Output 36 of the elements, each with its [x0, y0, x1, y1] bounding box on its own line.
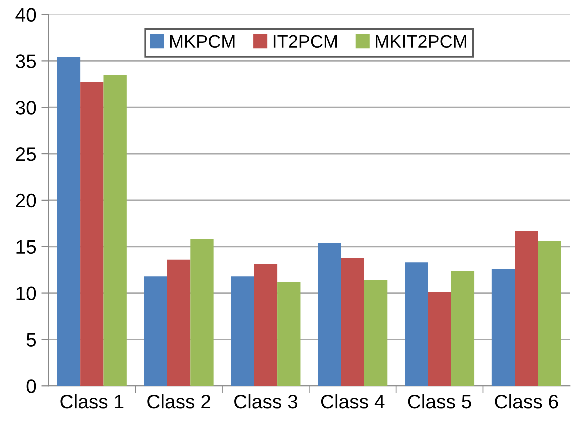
x-tick-label: Class 4	[321, 394, 385, 409]
bar	[428, 292, 452, 386]
legend-label: MKIT2PCM	[376, 35, 466, 48]
y-tick-label: 10	[16, 286, 36, 301]
x-tick-label: Class 6	[495, 394, 558, 409]
bar	[451, 271, 475, 386]
y-tick-label: 40	[16, 8, 36, 22]
bar	[492, 269, 516, 386]
bar	[405, 262, 428, 386]
legend-label: IT2PCM	[274, 35, 338, 48]
x-tick-label: Class 5	[408, 394, 472, 409]
y-tick-label: 20	[16, 194, 36, 208]
bar	[190, 239, 214, 386]
bar	[57, 57, 81, 386]
y-tick-label: 5	[26, 333, 36, 347]
bar	[167, 260, 191, 386]
y-tick-label: 25	[16, 148, 36, 162]
bar	[364, 280, 388, 386]
bar	[80, 82, 104, 386]
bar	[231, 276, 254, 386]
bar	[278, 282, 301, 386]
bar	[104, 75, 127, 386]
y-tick-label: 0	[26, 380, 36, 394]
y-tick-label: 15	[16, 240, 36, 254]
y-tick-label: 30	[16, 101, 36, 115]
bar	[538, 241, 562, 386]
x-tick-label: Class 2	[148, 394, 211, 409]
x-tick-label: Class 1	[60, 394, 124, 409]
legend-label: MKPCM	[170, 35, 235, 48]
bar	[318, 243, 342, 386]
y-tick-label: 35	[16, 54, 36, 68]
bar	[515, 231, 538, 386]
bar	[254, 264, 278, 386]
x-tick-label: Class 3	[234, 394, 298, 409]
bar	[341, 258, 364, 386]
bar	[144, 276, 168, 386]
